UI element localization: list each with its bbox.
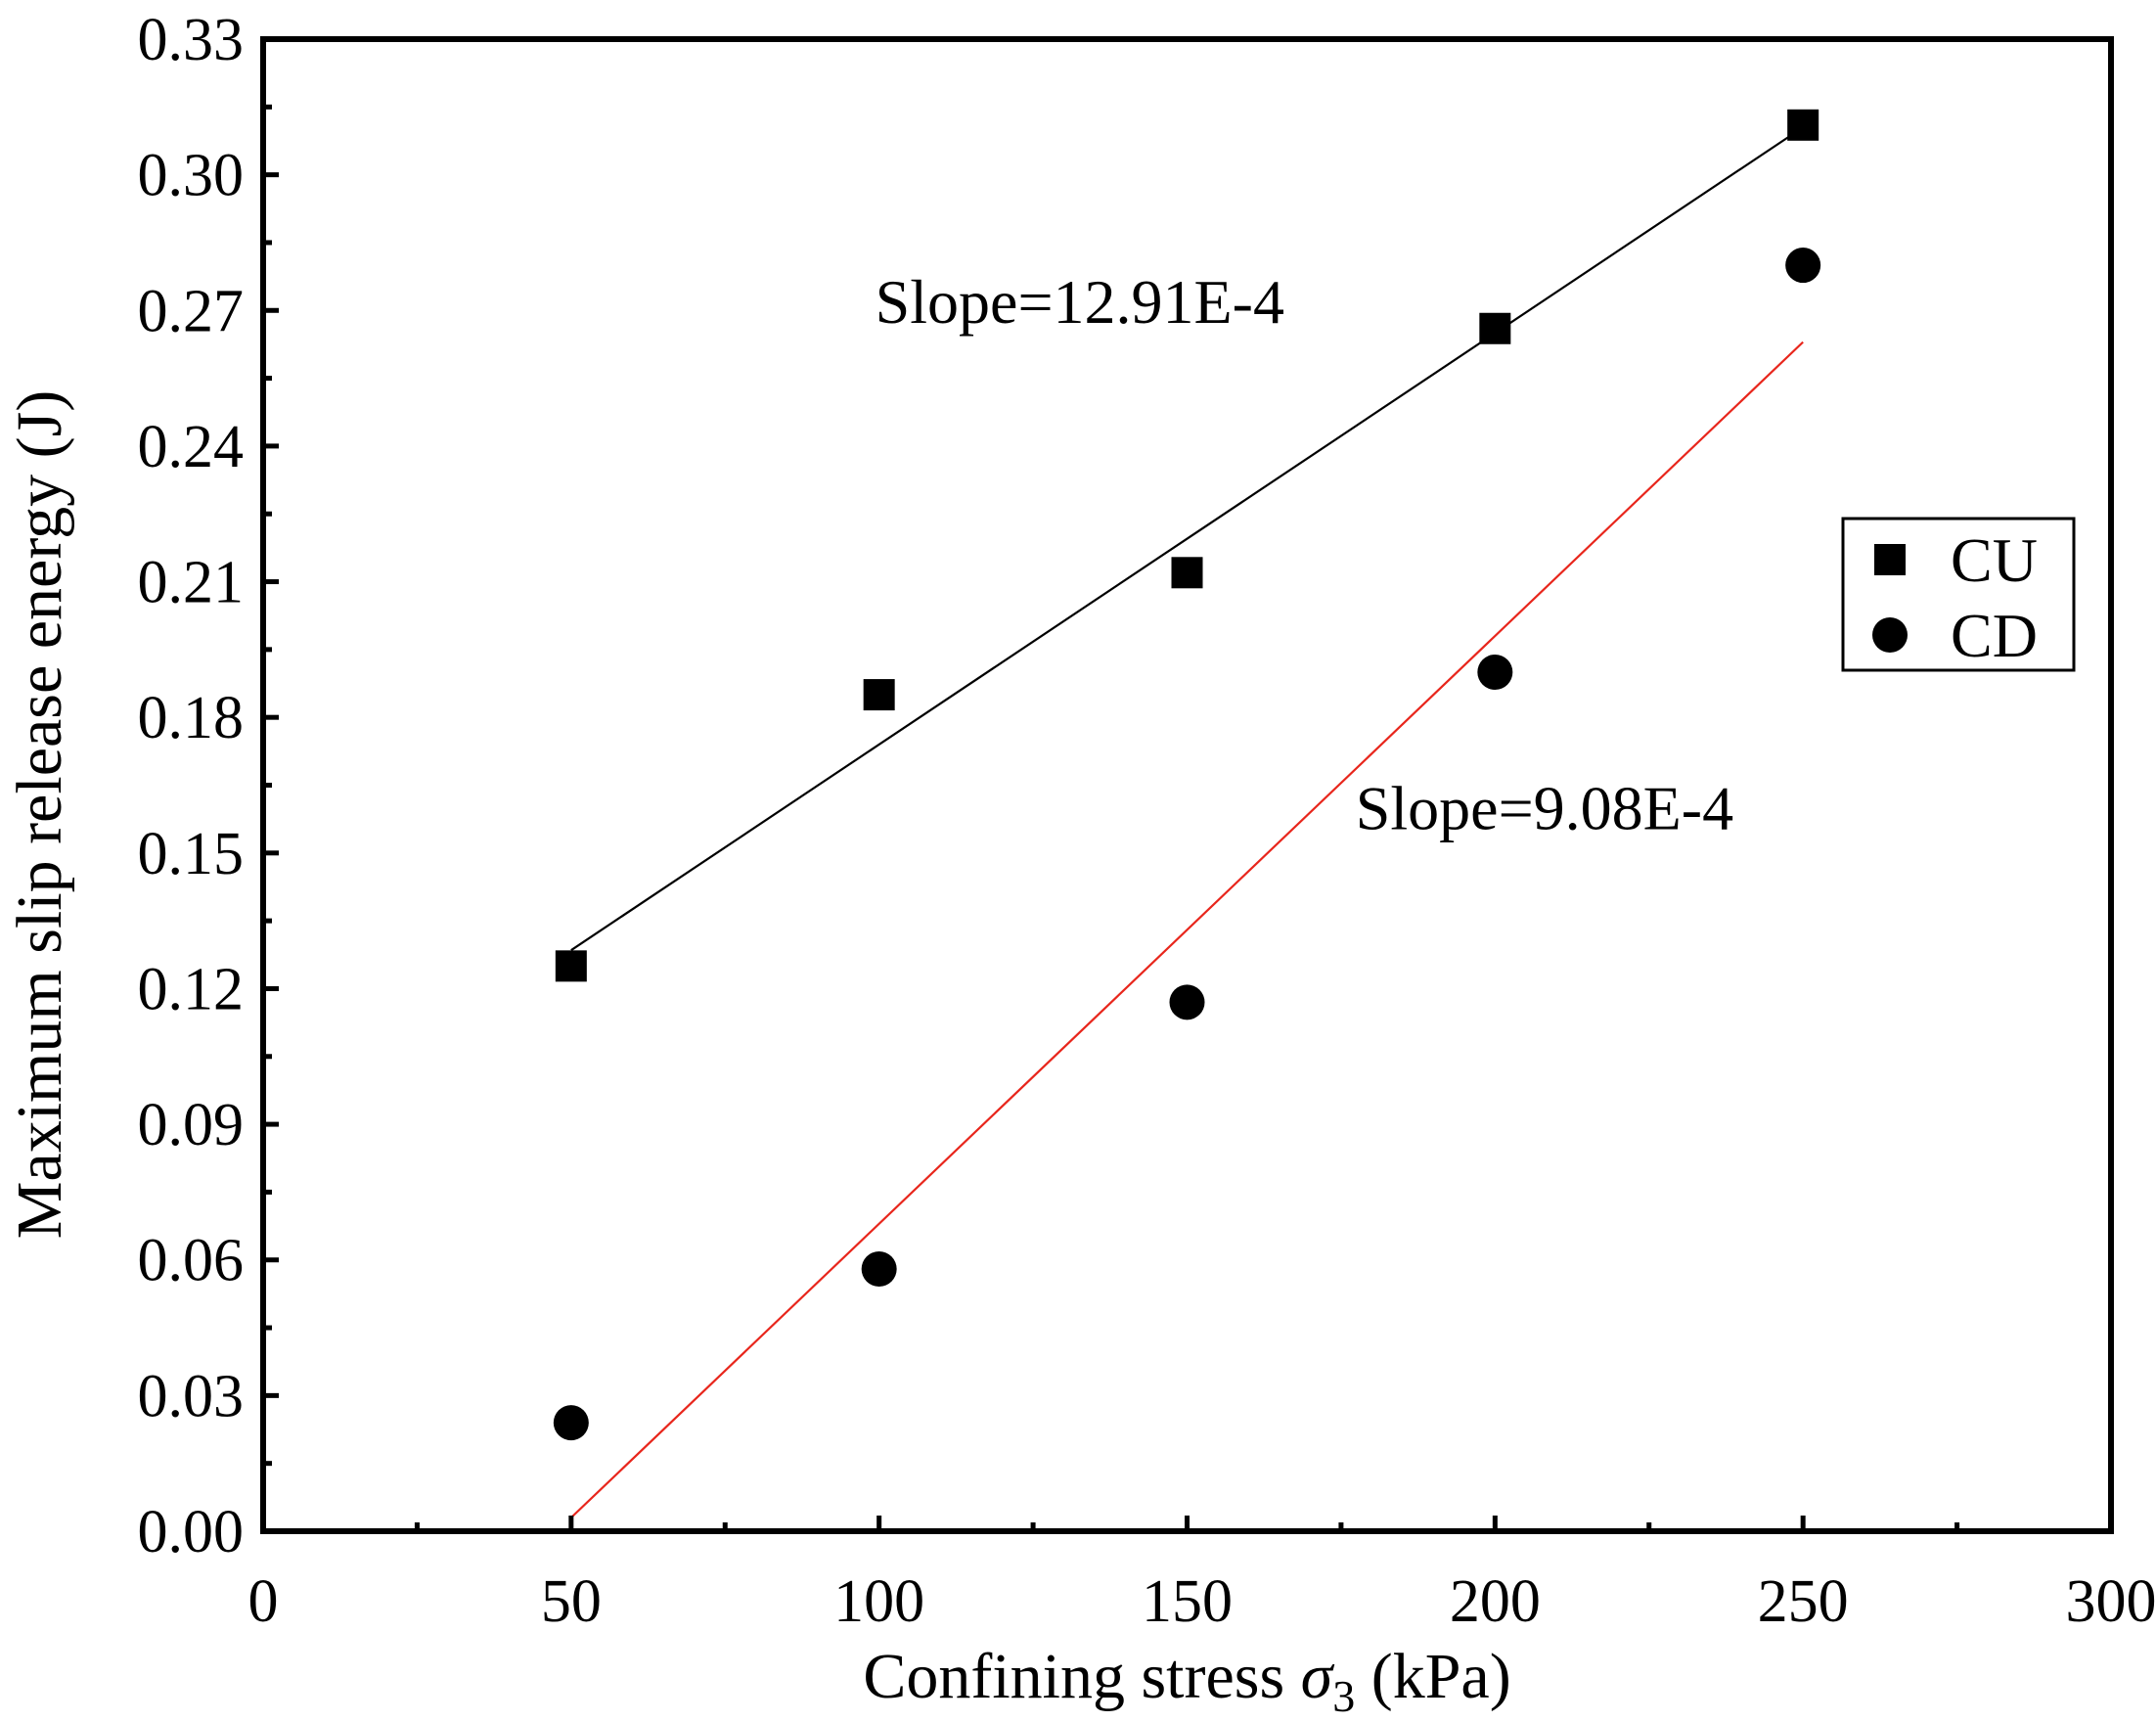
- y-tick-label: 0.24: [138, 414, 245, 480]
- legend-label-cd: CD: [1951, 601, 2038, 670]
- point-cd: [1477, 655, 1512, 690]
- point-cu: [556, 950, 587, 981]
- y-tick-label: 0.15: [138, 821, 245, 887]
- y-tick-label: 0.06: [138, 1228, 245, 1294]
- x-axis-title-symbol: σ: [1301, 1641, 1335, 1712]
- y-axis-title: Maximum slip release energy (J): [4, 390, 75, 1240]
- x-tick-label: 150: [1142, 1568, 1233, 1635]
- y-tick-label: 0.03: [138, 1363, 245, 1429]
- x-tick-label: 300: [2066, 1568, 2156, 1635]
- point-cd: [862, 1251, 897, 1287]
- point-cd: [554, 1405, 589, 1440]
- point-cu: [1172, 557, 1203, 588]
- x-tick-label: 250: [1758, 1568, 1849, 1635]
- slope-annotation: Slope=9.08E-4: [1356, 774, 1733, 843]
- x-tick-label: 100: [833, 1568, 924, 1635]
- x-axis-title-main: Confining stress: [863, 1641, 1300, 1712]
- point-cu: [1787, 110, 1819, 141]
- x-tick-label: 0: [248, 1568, 279, 1635]
- y-tick-label: 0.33: [138, 7, 245, 73]
- point-cd: [1170, 984, 1205, 1020]
- slope-annotation: Slope=12.91E-4: [876, 267, 1284, 337]
- y-tick-label: 0.00: [138, 1499, 245, 1565]
- x-tick-label: 200: [1450, 1568, 1541, 1635]
- y-tick-label: 0.30: [138, 143, 245, 209]
- legend-marker-cu: [1874, 544, 1906, 575]
- legend-label-cu: CU: [1951, 525, 2038, 595]
- x-tick-label: 50: [541, 1568, 602, 1635]
- y-tick-label: 0.12: [138, 956, 245, 1022]
- point-cu: [864, 679, 895, 710]
- y-tick-label: 0.09: [138, 1092, 245, 1158]
- y-tick-label: 0.18: [138, 685, 245, 751]
- x-axis-title-subscript: 3: [1332, 1671, 1355, 1717]
- x-axis-title: Confining stress σ3 (kPa): [863, 1641, 1510, 1717]
- y-tick-label: 0.27: [138, 278, 245, 344]
- y-tick-label: 0.21: [138, 550, 245, 616]
- point-cd: [1785, 248, 1820, 283]
- legend-marker-cd: [1872, 617, 1908, 653]
- x-axis-title-unit: (kPa): [1355, 1641, 1510, 1712]
- point-cu: [1479, 313, 1510, 344]
